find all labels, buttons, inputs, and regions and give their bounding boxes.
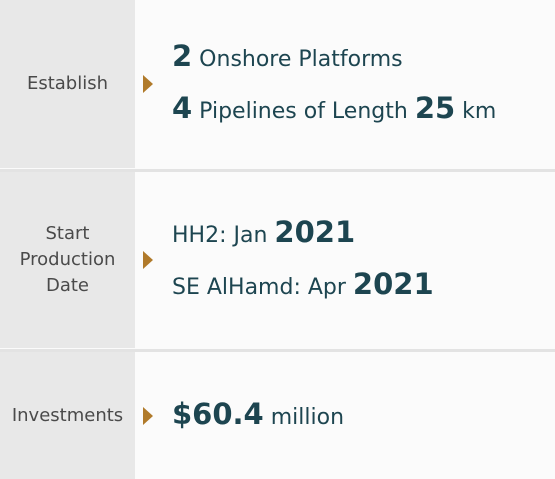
body-text: million (263, 404, 345, 430)
body-text: km (455, 99, 497, 124)
body-text: Onshore Platforms (192, 47, 403, 72)
arrow (143, 251, 153, 269)
highlight-text: 2021 (274, 215, 356, 249)
row-content: HH2: Jan 2021 SE AlHamd: Apr 2021 (172, 172, 434, 348)
body-text: SE AlHamd: Apr (172, 275, 353, 300)
highlight-text: 2 (172, 39, 193, 73)
label-text: Establish (26, 73, 109, 94)
highlight-text: 25 (414, 91, 456, 125)
content-line: 4 Pipelines of Length 25 km (172, 91, 496, 129)
body-text: Pipelines of Length (192, 99, 415, 124)
row-label: Establish (0, 0, 135, 168)
arrow (143, 75, 153, 93)
body-text: HH2: Jan (172, 223, 275, 248)
highlight-text: 2021 (352, 267, 434, 301)
highlight-text: 4 (172, 91, 193, 125)
label-text: Investments (11, 404, 124, 426)
info-row: Establish 2 Onshore Platforms 4 Pipelines … (0, 0, 555, 168)
row-content: 2 Onshore Platforms 4 Pipelines of Length… (172, 0, 496, 168)
row-divider (0, 349, 555, 352)
content-line: HH2: Jan 2021 (172, 215, 434, 253)
content-line: 2 Onshore Platforms (172, 39, 496, 77)
row-content: $60.4 million (172, 352, 344, 479)
label-text: Start Production Date (19, 223, 116, 296)
content-line: SE AlHamd: Apr 2021 (172, 267, 434, 305)
row-label: Start Production Date (0, 172, 135, 348)
row-label: Investments (0, 352, 135, 479)
row-divider (0, 169, 555, 172)
highlight-text: $60.4 (172, 396, 264, 431)
info-row: Start Production Date HH2: Jan 2021 SE AlH… (0, 172, 555, 348)
arrow (143, 406, 153, 425)
info-row: Investments $60.4 million (0, 352, 555, 479)
content-line: $60.4 million (172, 397, 344, 435)
